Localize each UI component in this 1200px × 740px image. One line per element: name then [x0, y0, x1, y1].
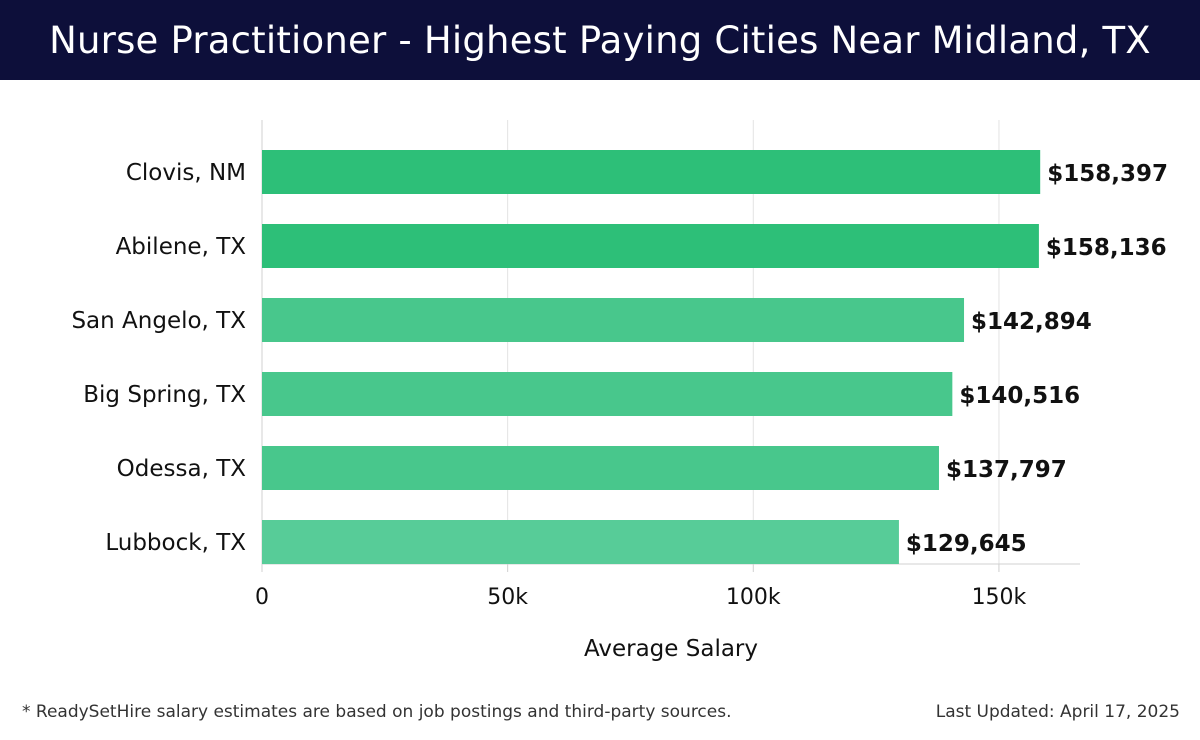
- category-label: San Angelo, TX: [71, 308, 246, 334]
- bar: [262, 224, 1039, 268]
- category-label: Abilene, TX: [116, 234, 247, 260]
- bar-chart: 0 50k 100k 150k Clovis, NM $158,397 Abilene, T…: [71, 120, 1168, 662]
- value-label: $129,645: [906, 531, 1027, 557]
- x-tick-label: 0: [255, 585, 269, 610]
- bar: [262, 446, 939, 490]
- x-tick-label: 50k: [487, 585, 528, 610]
- bar: [262, 150, 1041, 194]
- bar: [262, 298, 965, 342]
- labels: 0 50k 100k 150k Clovis, NM $158,397 Abilene, T…: [71, 160, 1168, 662]
- chart-title: Nurse Practitioner - Highest Paying Citi…: [49, 18, 1151, 62]
- category-label: Clovis, NM: [126, 160, 246, 186]
- bars: [262, 150, 1041, 564]
- chart-header: Nurse Practitioner - Highest Paying Citi…: [0, 0, 1200, 80]
- value-label: $137,797: [946, 457, 1067, 483]
- value-label: $140,516: [959, 383, 1080, 409]
- category-label: Odessa, TX: [117, 456, 247, 482]
- bar: [262, 372, 953, 416]
- bar: [262, 520, 899, 564]
- value-label: $158,397: [1047, 161, 1168, 187]
- x-tick-label: 150k: [972, 585, 1027, 610]
- last-updated: Last Updated: April 17, 2025: [935, 702, 1180, 722]
- value-label: $158,136: [1046, 235, 1167, 261]
- x-axis-title: Average Salary: [584, 636, 758, 662]
- value-label: $142,894: [971, 309, 1092, 335]
- x-tick-label: 100k: [726, 585, 781, 610]
- category-label: Lubbock, TX: [105, 530, 246, 556]
- category-label: Big Spring, TX: [83, 382, 246, 408]
- footer-disclaimer: * ReadySetHire salary estimates are base…: [22, 702, 732, 722]
